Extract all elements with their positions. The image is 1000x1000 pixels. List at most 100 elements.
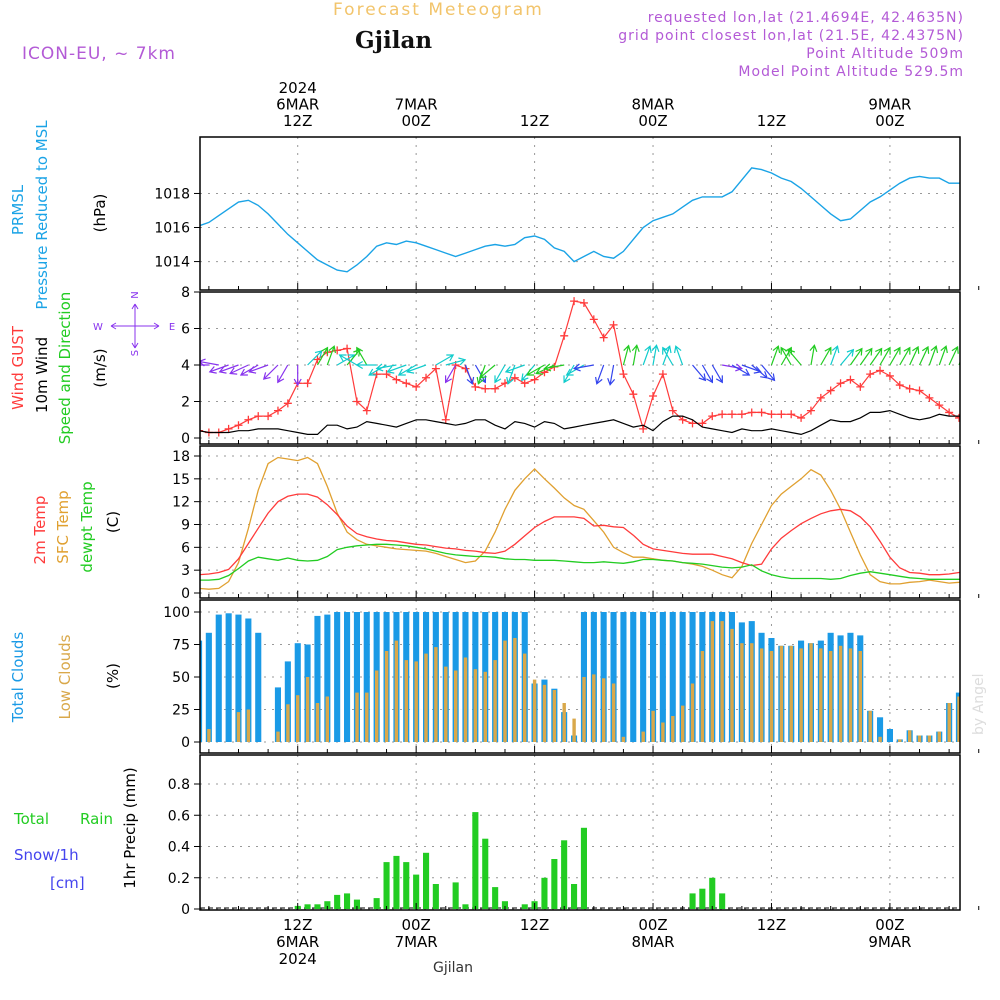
footer-location: Gjilan bbox=[433, 960, 473, 976]
low-clouds-bar bbox=[562, 703, 566, 742]
gust-point bbox=[372, 370, 381, 379]
low-clouds-bar bbox=[789, 645, 793, 742]
side-label-total: Total bbox=[13, 810, 49, 828]
time-label-bottom: 2024 bbox=[279, 950, 317, 968]
y-tick-label: 6 bbox=[181, 540, 190, 556]
gust-point bbox=[362, 406, 371, 415]
low-clouds-bar bbox=[651, 710, 655, 742]
total-clouds-bar bbox=[200, 640, 203, 742]
total-clouds-bar bbox=[610, 612, 617, 742]
low-clouds-bar bbox=[661, 722, 665, 742]
wind-direction-arrow bbox=[711, 364, 723, 384]
low-clouds-bar bbox=[690, 683, 695, 742]
total-clouds-bar bbox=[284, 661, 291, 742]
low-clouds-bar bbox=[819, 648, 823, 742]
gust-point bbox=[985, 419, 993, 427]
wind-direction-arrow bbox=[248, 364, 269, 374]
time-label-top: 8MAR bbox=[631, 96, 674, 114]
side-label-prmsl: PRMSL bbox=[9, 184, 27, 235]
low-clouds-bar bbox=[759, 648, 764, 742]
y-axis-label-precip: 1hr Precip (mm) bbox=[121, 767, 139, 888]
low-clouds-bar bbox=[927, 735, 932, 742]
wind-direction-arrow bbox=[631, 344, 640, 366]
rain-bar bbox=[580, 827, 587, 910]
wind-direction-arrow bbox=[474, 364, 486, 384]
wind-direction-arrow bbox=[879, 346, 891, 366]
gust-point bbox=[649, 392, 658, 401]
wind-direction-arrow bbox=[642, 345, 652, 366]
gust-point bbox=[481, 384, 490, 393]
y-axis-label-hpa: (hPa) bbox=[91, 194, 109, 233]
wind-direction-arrow bbox=[200, 358, 219, 367]
wind-direction-arrow bbox=[938, 345, 948, 366]
gust-point bbox=[668, 406, 677, 415]
wind-direction-arrow bbox=[780, 346, 792, 366]
gust-point bbox=[826, 386, 835, 395]
low-clouds-bar bbox=[463, 657, 468, 742]
total-clouds-bar bbox=[363, 612, 370, 742]
wind-direction-arrow bbox=[809, 344, 818, 366]
rain-bar bbox=[551, 859, 558, 909]
chart-title: Forecast Meteogram bbox=[333, 0, 544, 20]
wind-direction-arrow bbox=[751, 364, 769, 379]
gust-point bbox=[737, 410, 746, 419]
gust-point bbox=[579, 298, 588, 307]
y-tick-label: 0 bbox=[181, 431, 190, 447]
total-clouds-bar bbox=[255, 632, 262, 742]
side-label-dewpt-temp: dewpt Temp bbox=[78, 481, 96, 572]
low-clouds-bar bbox=[276, 731, 280, 742]
time-label-top: 00Z bbox=[638, 112, 667, 130]
low-clouds-bar bbox=[473, 669, 478, 742]
wind-direction-arrow bbox=[229, 364, 249, 375]
total-clouds-bar bbox=[669, 612, 676, 742]
total-clouds-bar bbox=[659, 612, 666, 742]
total-clouds-bar bbox=[630, 612, 637, 742]
y-tick-label: 3 bbox=[181, 563, 190, 579]
wind-direction-arrow bbox=[406, 364, 427, 374]
low-clouds-bar bbox=[829, 651, 833, 742]
y-axis-label-ms: (m/s) bbox=[91, 348, 109, 387]
compass-rose-icon bbox=[110, 303, 160, 349]
total-clouds-bar bbox=[640, 612, 647, 742]
wind-direction-arrow bbox=[445, 357, 467, 366]
time-label-bottom: 7MAR bbox=[395, 933, 438, 951]
wind-direction-arrow bbox=[989, 350, 1000, 365]
wind-direction-arrow bbox=[820, 346, 832, 366]
y-tick-label: 8 bbox=[181, 285, 190, 301]
wind-direction-arrow bbox=[218, 364, 239, 374]
wind-direction-arrow bbox=[445, 364, 457, 384]
gust-point bbox=[185, 419, 193, 427]
time-label-top: 7MAR bbox=[395, 96, 438, 114]
gust-point bbox=[925, 393, 934, 402]
wind-direction-arrow bbox=[869, 347, 883, 366]
gust-point bbox=[224, 424, 233, 433]
y-tick-label: 0.8 bbox=[168, 777, 190, 793]
compass-n: N bbox=[130, 291, 141, 298]
rain-bar bbox=[462, 904, 469, 909]
gust-point bbox=[560, 331, 569, 340]
y-tick-label: 100 bbox=[163, 605, 190, 621]
wind-direction-arrow bbox=[787, 348, 802, 366]
y-tick-label: 0.6 bbox=[168, 808, 190, 824]
panel-frame-temperature bbox=[199, 445, 961, 599]
y-tick-label: 12 bbox=[172, 495, 190, 511]
low-clouds-bar bbox=[681, 705, 685, 742]
total-clouds-bar bbox=[679, 612, 686, 742]
low-clouds-bar bbox=[207, 729, 211, 742]
time-label-bottom: 00Z bbox=[875, 916, 904, 934]
series-line-dewpt bbox=[200, 543, 960, 581]
requested-coords: requested lon,lat (21.4694E, 42.4635N) bbox=[647, 10, 964, 26]
wind-direction-arrow bbox=[761, 364, 776, 382]
side-label-sfc-temp: SFC Temp bbox=[54, 490, 72, 563]
side-label-low-clouds: Low Clouds bbox=[56, 634, 74, 719]
gust-point bbox=[975, 421, 983, 429]
total-clouds-bar bbox=[620, 612, 627, 742]
gust-point bbox=[422, 373, 431, 382]
time-label-bottom: 12Z bbox=[283, 916, 312, 934]
rain-bar bbox=[571, 884, 578, 909]
location-title: Gjilan bbox=[355, 27, 433, 54]
gust-point bbox=[846, 375, 855, 384]
gust-point bbox=[254, 412, 263, 421]
wind-direction-arrow bbox=[651, 344, 660, 366]
